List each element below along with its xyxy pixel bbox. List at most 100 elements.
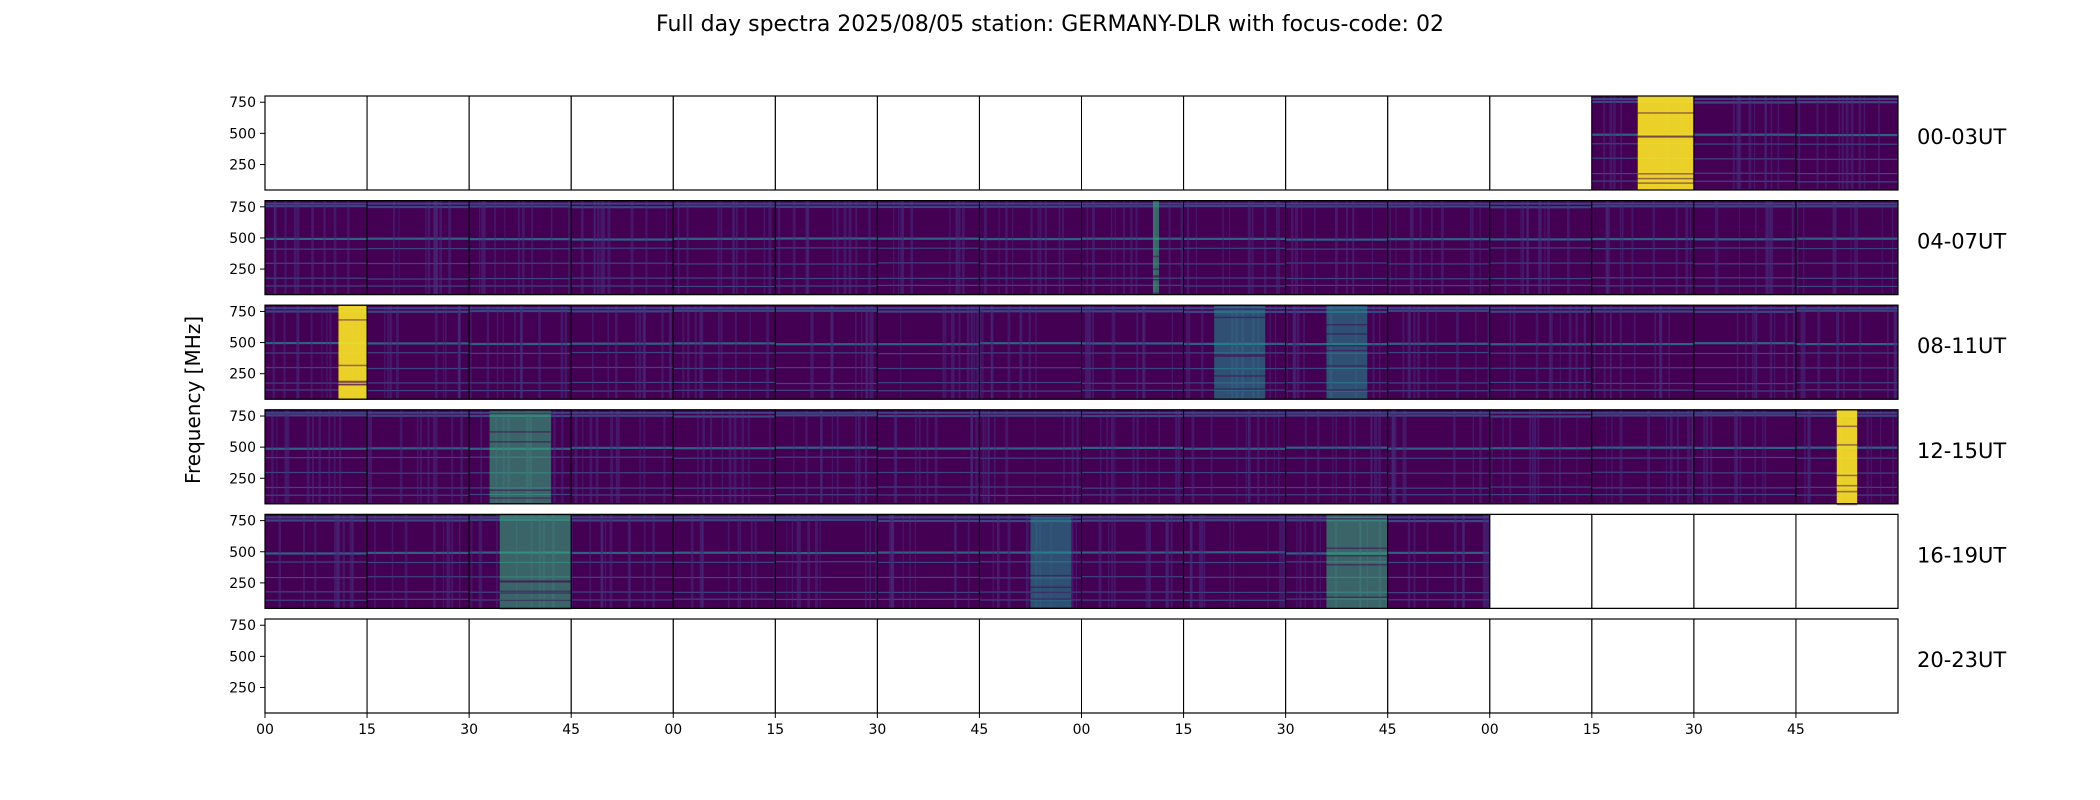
y-tick-label: 500 (229, 649, 256, 665)
spectrogram-band (673, 205, 776, 208)
spectrogram-streak (741, 409, 743, 504)
spectrogram-streak (604, 514, 607, 609)
spectrogram-streak (1676, 409, 1679, 504)
spectrogram-streak (734, 305, 737, 400)
spectrogram-band (775, 494, 878, 496)
spectrogram-band (367, 389, 470, 392)
spectrogram-band (1591, 202, 1694, 205)
spectrogram-band (265, 307, 368, 310)
spectrogram-streak (276, 409, 278, 504)
spectrogram-band (265, 457, 368, 459)
spectrogram-band (1387, 599, 1490, 601)
spectrogram-streak (1345, 200, 1349, 295)
spectrogram-band (1693, 247, 1796, 249)
spectrogram-streak (1892, 409, 1894, 504)
spectrogram-streak (1145, 514, 1148, 609)
spectrogram-streak (1454, 409, 1456, 504)
spectrogram-streak (1136, 305, 1139, 400)
spectrogram-streak (1836, 305, 1839, 400)
spectrogram-streak (1147, 514, 1151, 609)
y-tick-label: 250 (229, 367, 256, 383)
spectrogram-band (1591, 307, 1694, 310)
spectrogram-streak (970, 409, 973, 504)
spectrogram-band (1693, 352, 1796, 355)
spectrogram-streak (855, 200, 858, 295)
spectrogram-streak (665, 200, 668, 295)
spectrogram-band (571, 561, 674, 563)
burst-gap (1214, 375, 1266, 377)
spectrogram-streak (1245, 409, 1247, 504)
x-tick-label: 30 (1277, 722, 1295, 738)
spectrogram-streak (1229, 514, 1231, 609)
burst-gap (1326, 555, 1388, 557)
spectrogram-band (1693, 342, 1796, 345)
spectrogram-band (1387, 263, 1490, 265)
burst-gap (499, 599, 572, 602)
spectrogram-band (673, 307, 776, 310)
spectrogram-streak (1675, 200, 1678, 295)
spectrogram-streak (283, 305, 286, 400)
spectrogram-band (1795, 307, 1898, 310)
spectrogram-streak (311, 409, 314, 504)
spectrogram-streak (807, 514, 810, 609)
spectrogram-band (1285, 202, 1388, 205)
spectrogram-band (775, 277, 878, 280)
spectrogram-streak (479, 200, 481, 295)
spectrogram-band (571, 307, 674, 310)
panel-frame (1489, 95, 1593, 191)
spectrogram-streak (1378, 409, 1381, 504)
spectrogram-panel (367, 514, 470, 609)
spectrogram-streak (728, 409, 732, 504)
panel-frame (876, 95, 980, 191)
spectrogram-streak (1440, 200, 1444, 295)
spectrogram-streak (1198, 514, 1202, 609)
spectrogram-panel (1489, 409, 1592, 504)
spectrogram-streak (956, 200, 959, 295)
spectrogram-streak (1005, 409, 1009, 504)
spectrogram-band (1489, 367, 1592, 369)
x-tick-label: 15 (1175, 722, 1193, 738)
spectrogram-streak (1802, 305, 1806, 400)
spectrogram-streak (699, 514, 702, 609)
burst-gap (338, 384, 368, 386)
spectrogram-band (673, 352, 776, 354)
spectrogram-streak (1486, 514, 1490, 609)
spectrogram-streak (1765, 200, 1769, 295)
radio-burst (338, 305, 368, 400)
spectrogram-streak (1754, 409, 1757, 504)
spectrogram-streak (727, 514, 730, 609)
spectra-row: 750 500 250 20-23UT (229, 618, 2006, 714)
spectrogram-streak (1610, 305, 1612, 400)
burst-gap (1326, 596, 1388, 598)
radio-burst (499, 514, 572, 609)
spectrogram-streak (1619, 305, 1622, 400)
spectrogram-streak (1402, 409, 1404, 504)
spectrogram-band (367, 598, 470, 600)
spectrogram-streak (830, 305, 834, 400)
spectrogram-streak (404, 514, 408, 609)
spectrogram-band (1387, 309, 1490, 312)
spectrogram-streak (864, 514, 867, 609)
row-time-label: 16-19UT (1917, 543, 2006, 567)
spectrogram-band (1387, 447, 1490, 450)
spectrogram-band (571, 411, 674, 414)
spectrogram-streak (1769, 305, 1773, 400)
spectrogram-streak (1180, 200, 1183, 295)
y-tick-label: 750 (229, 200, 256, 216)
spectrogram-band (877, 414, 980, 418)
spectrogram-streak (1222, 200, 1224, 295)
spectrogram-streak (1529, 409, 1532, 504)
spectrogram-streak (286, 409, 290, 504)
spectrogram-streak (1770, 96, 1773, 190)
spectrogram-band (979, 307, 1082, 310)
spectrogram-streak (992, 514, 994, 609)
spectrogram-streak (420, 409, 422, 504)
spectrogram-band (877, 382, 980, 384)
spectrogram-streak (669, 305, 672, 400)
spectrogram-streak (861, 305, 863, 400)
panel-frame (1591, 618, 1695, 714)
spectrogram-streak (1575, 305, 1578, 400)
spectrogram-band (673, 472, 776, 474)
x-tick-label: 15 (358, 722, 376, 738)
burst-gap (1326, 365, 1368, 367)
